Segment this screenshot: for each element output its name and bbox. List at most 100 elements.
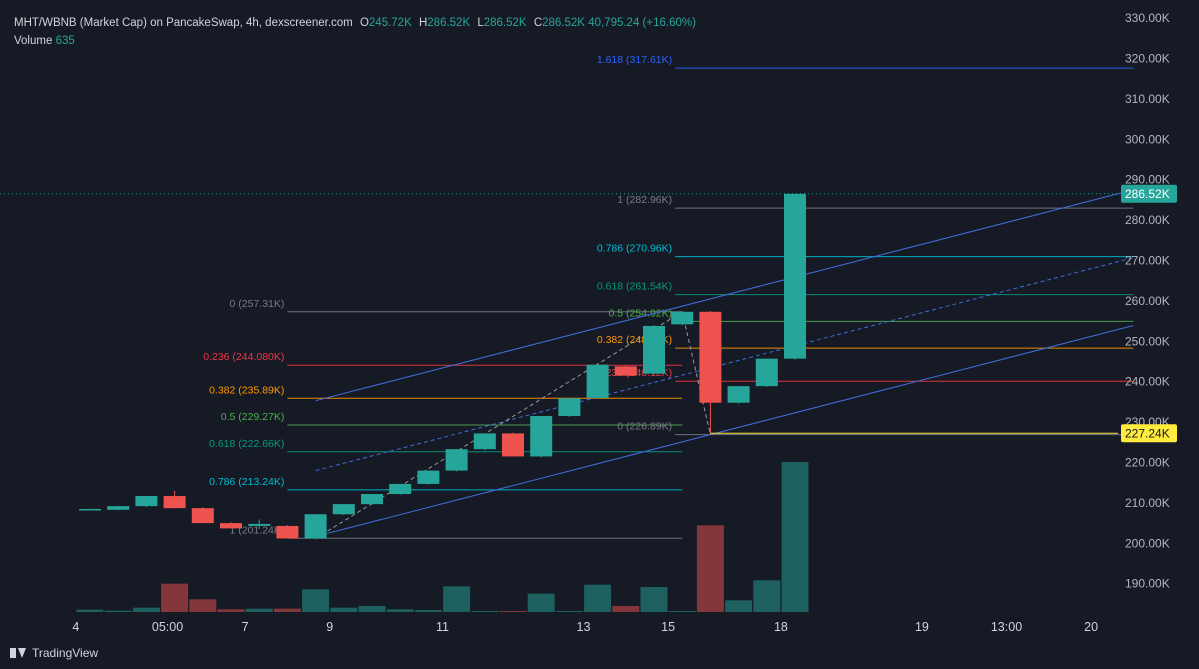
price-axis-tick-label: 310.00K [1125, 92, 1170, 106]
fib-level-label: 0.236 (244.080K) [203, 351, 284, 363]
time-axis-tick-label: 13 [577, 620, 591, 634]
candle-body [473, 433, 496, 450]
candle-body [727, 386, 750, 403]
fibonacci-retracement-layer[interactable]: 1 (201.24K) 0.786 (213.24K) 0.618 (222.66K… [203, 54, 1134, 539]
time-axis-tick-label: 13:00 [991, 620, 1022, 634]
dashed-trend-line [315, 257, 1134, 472]
dashed-trend-line [681, 311, 711, 435]
candle-body [163, 496, 186, 509]
volume-bar [104, 610, 132, 612]
time-axis[interactable]: 4 05:00 7 9 11 13 15 18 19 13:00 20 [72, 620, 1098, 634]
fib-level-label: 0.786 (213.24K) [209, 476, 284, 488]
candle-body [530, 416, 553, 457]
price-axis-tick-label: 190.00K [1125, 577, 1170, 591]
candle-body [135, 496, 158, 507]
candle-body [304, 514, 327, 539]
candle-body [361, 494, 383, 505]
tradingview-brand-name: TradingView [32, 646, 99, 660]
trend-channel-layer[interactable] [315, 189, 1134, 539]
candle-body [220, 523, 242, 529]
candle-body [502, 433, 524, 457]
volume-bar [161, 583, 189, 612]
candles-layer [79, 193, 806, 540]
time-axis-tick-label: 05:00 [152, 620, 183, 634]
price-axis-tick-label: 320.00K [1125, 51, 1170, 65]
candle-body [445, 449, 468, 471]
volume-bar [273, 608, 301, 612]
volume-bar [499, 611, 527, 612]
legend-ohlc-row: MHT/WBNB (Market Cap) on PancakeSwap, 4h… [14, 14, 696, 32]
fib-level-label: 0.618 (222.66K) [209, 438, 284, 450]
price-marker-label: 227.24K [1125, 426, 1170, 440]
legend-change-value: 40,795.24 (+16.60%) [588, 17, 696, 29]
volume-bar [725, 600, 753, 612]
price-axis[interactable]: 330.00K 320.00K 310.00K 300.00K 290.00K 280.0… [1125, 11, 1170, 591]
candle-body [191, 508, 214, 524]
volume-bar [753, 580, 781, 612]
legend-close-label: C [533, 17, 543, 29]
price-axis-tick-label: 210.00K [1125, 496, 1170, 510]
legend-high-label: H [418, 17, 428, 29]
volume-bar [471, 611, 499, 612]
price-axis-tick-label: 330.00K [1125, 11, 1170, 25]
time-axis-tick-label: 15 [661, 620, 675, 634]
tradingview-logo-icon [10, 648, 26, 658]
price-axis-tick-label: 220.00K [1125, 456, 1170, 470]
candle-body [107, 506, 130, 510]
legend-volume-row: Volume 635 [14, 32, 696, 50]
candle-body [417, 470, 440, 484]
volume-bar [696, 525, 724, 612]
price-axis-tick-label: 290.00K [1125, 173, 1170, 187]
fib-level-label: 0.382 (235.89K) [209, 384, 284, 396]
volume-bar [414, 610, 442, 612]
volume-bar [245, 608, 273, 612]
price-axis-tick-label: 250.00K [1125, 334, 1170, 348]
volume-bars-layer [76, 462, 809, 612]
time-axis-tick-label: 20 [1084, 620, 1098, 634]
legend-low-label: L [477, 17, 484, 29]
price-markers-layer: 286.52K 227.24K [0, 184, 1177, 443]
volume-bar [330, 607, 358, 612]
volume-bar [781, 462, 809, 612]
fib-level-label: 0.5 (254.92K) [609, 307, 673, 319]
tradingview-branding[interactable]: TradingView [10, 646, 98, 660]
volume-bar [217, 609, 245, 612]
volume-bar [302, 589, 330, 612]
volume-bar [612, 606, 640, 612]
candle-body [699, 311, 722, 403]
time-axis-tick-label: 11 [436, 620, 449, 634]
fib-level-label: 0.5 (229.27K) [221, 411, 285, 423]
volume-bar [132, 607, 160, 612]
volume-bar [668, 611, 696, 612]
candle-body [643, 325, 665, 374]
price-axis-tick-label: 200.00K [1125, 536, 1170, 550]
candle-body [614, 366, 637, 376]
volume-bar [358, 606, 386, 612]
fib-level-label: 1 (282.96K) [617, 194, 672, 206]
candle-body [755, 358, 778, 387]
price-axis-tick-label: 240.00K [1125, 375, 1170, 389]
candle-body [671, 311, 694, 325]
volume-bar [76, 609, 104, 612]
legend-volume-value: 635 [55, 35, 75, 47]
price-axis-tick-label: 280.00K [1125, 213, 1170, 227]
price-axis-tick-label: 300.00K [1125, 132, 1170, 146]
legend-open-value: 245.72K [368, 17, 412, 29]
volume-bar [443, 586, 471, 612]
price-marker-label: 286.52K [1125, 187, 1170, 201]
fib-level-label: 0 (226.89K) [617, 421, 672, 433]
legend-high-value: 286.52K [427, 17, 471, 29]
candle-body [79, 508, 101, 511]
candle-body [558, 398, 581, 417]
fib-level-label: 1.618 (317.61K) [597, 54, 672, 66]
time-axis-tick-label: 9 [326, 620, 333, 634]
fib-level-label: 0 (257.31K) [230, 298, 285, 310]
volume-bar [555, 611, 583, 612]
legend-volume-label: Volume [14, 35, 53, 47]
chart-legend: MHT/WBNB (Market Cap) on PancakeSwap, 4h… [14, 14, 696, 50]
candle-body [332, 504, 355, 515]
price-axis-tick-label: 270.00K [1125, 253, 1170, 267]
time-axis-tick-label: 4 [72, 620, 79, 634]
legend-close-value: 286.52K [542, 17, 585, 29]
